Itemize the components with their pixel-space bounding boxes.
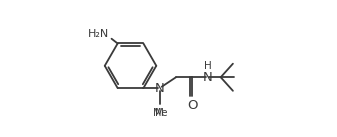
Text: N: N: [202, 71, 212, 84]
Text: H: H: [204, 61, 212, 71]
Text: N: N: [155, 82, 164, 95]
Text: H₂N: H₂N: [88, 29, 110, 39]
Text: Me: Me: [153, 108, 167, 118]
Text: O: O: [187, 99, 197, 112]
Text: M: M: [155, 109, 164, 119]
